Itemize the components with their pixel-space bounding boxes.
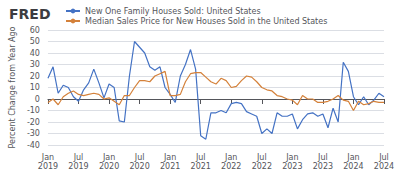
svg-text:Jan: Jan [163,153,176,162]
svg-text:2019: 2019 [38,162,58,171]
svg-text:50: 50 [30,37,40,46]
svg-text:2021: 2021 [160,162,180,171]
svg-text:2019: 2019 [68,162,88,171]
svg-text:Jul: Jul [378,153,389,162]
svg-text:60: 60 [30,26,40,35]
svg-text:Jul: Jul [317,153,328,162]
svg-text:Jul: Jul [195,153,206,162]
svg-text:-10: -10 [27,106,40,115]
svg-text:Jan: Jan [285,153,298,162]
svg-text:2020: 2020 [99,162,119,171]
svg-text:2023: 2023 [313,162,333,171]
svg-text:2022: 2022 [252,162,272,171]
svg-text:New One Family Houses Sold: Un: New One Family Houses Sold: United State… [85,7,261,16]
svg-text:2024: 2024 [374,162,394,171]
svg-text:20: 20 [30,72,40,81]
svg-text:2021: 2021 [191,162,211,171]
svg-text:2023: 2023 [282,162,302,171]
svg-text:2020: 2020 [129,162,149,171]
svg-text:Jul: Jul [134,153,145,162]
svg-text:FRED: FRED [9,6,51,22]
svg-text:Jul: Jul [73,153,84,162]
svg-text:2024: 2024 [343,162,363,171]
svg-text:Jan: Jan [224,153,237,162]
svg-text:0: 0 [35,95,40,104]
svg-text:2022: 2022 [221,162,241,171]
svg-text:-20: -20 [27,118,40,127]
svg-text:30: 30 [30,60,40,69]
svg-text:Median Sales Price for New Hou: Median Sales Price for New Houses Sold i… [85,17,327,26]
svg-text:Jan: Jan [102,153,115,162]
svg-text:Jan: Jan [346,153,359,162]
svg-text:40: 40 [30,49,40,58]
svg-text:10: 10 [30,83,40,92]
svg-text:-40: -40 [27,141,40,150]
svg-text:Jul: Jul [256,153,267,162]
svg-text:Percent Change from Year Ago: Percent Change from Year Ago [8,26,17,148]
svg-text:Jan: Jan [41,153,54,162]
svg-text:-30: -30 [27,129,40,138]
